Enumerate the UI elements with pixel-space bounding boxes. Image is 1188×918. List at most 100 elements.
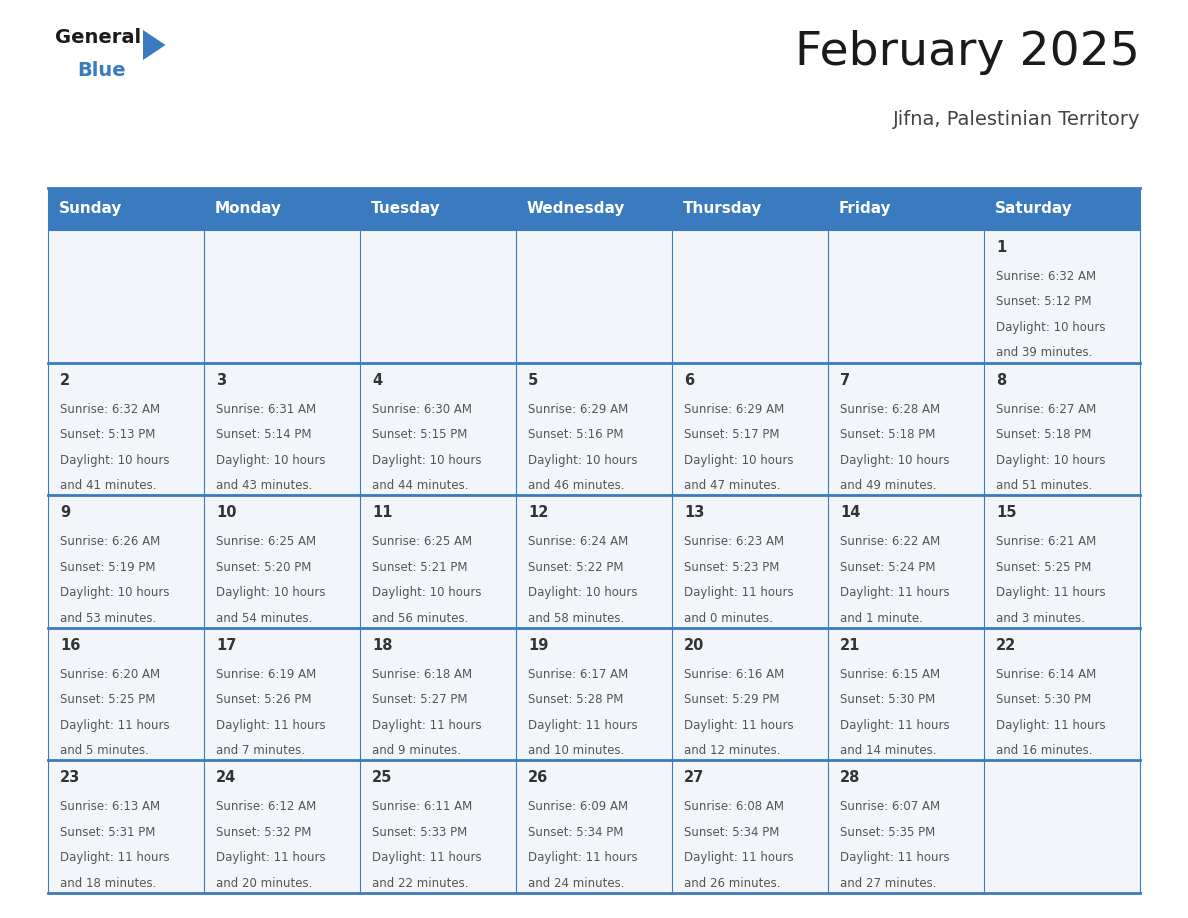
Text: 6: 6: [684, 373, 694, 387]
Text: February 2025: February 2025: [795, 30, 1140, 75]
Text: Daylight: 10 hours: Daylight: 10 hours: [996, 321, 1106, 334]
Text: Daylight: 11 hours: Daylight: 11 hours: [61, 719, 170, 732]
Text: Friday: Friday: [839, 201, 891, 217]
Bar: [360, 230, 516, 363]
Text: 5: 5: [527, 373, 538, 387]
Text: 22: 22: [996, 638, 1016, 653]
Bar: [204, 363, 360, 495]
Text: Sunset: 5:26 PM: Sunset: 5:26 PM: [216, 693, 311, 706]
Text: Daylight: 11 hours: Daylight: 11 hours: [684, 851, 794, 865]
Bar: [48, 628, 204, 760]
Text: Sunset: 5:25 PM: Sunset: 5:25 PM: [61, 693, 156, 706]
Text: Sunrise: 6:16 AM: Sunrise: 6:16 AM: [684, 667, 784, 681]
Text: 14: 14: [840, 505, 860, 521]
Text: Sunset: 5:21 PM: Sunset: 5:21 PM: [372, 561, 468, 574]
Text: Sunrise: 6:17 AM: Sunrise: 6:17 AM: [527, 667, 628, 681]
Bar: [48, 760, 204, 893]
Text: Daylight: 10 hours: Daylight: 10 hours: [216, 453, 326, 466]
Text: 18: 18: [372, 638, 392, 653]
Text: 23: 23: [61, 770, 81, 786]
Bar: [672, 363, 828, 495]
Bar: [672, 188, 828, 230]
Text: Sunrise: 6:21 AM: Sunrise: 6:21 AM: [996, 535, 1097, 548]
Text: Sunset: 5:32 PM: Sunset: 5:32 PM: [216, 826, 311, 839]
Text: Daylight: 11 hours: Daylight: 11 hours: [840, 587, 949, 599]
Text: Daylight: 10 hours: Daylight: 10 hours: [840, 453, 949, 466]
Text: Thursday: Thursday: [683, 201, 763, 217]
Text: 12: 12: [527, 505, 549, 521]
Text: 19: 19: [527, 638, 549, 653]
Text: Sunset: 5:14 PM: Sunset: 5:14 PM: [216, 428, 311, 442]
Text: Sunrise: 6:32 AM: Sunrise: 6:32 AM: [996, 270, 1097, 283]
Text: Sunrise: 6:20 AM: Sunrise: 6:20 AM: [61, 667, 160, 681]
Bar: [48, 188, 204, 230]
Text: Sunset: 5:17 PM: Sunset: 5:17 PM: [684, 428, 779, 442]
Text: and 9 minutes.: and 9 minutes.: [372, 744, 461, 757]
Text: 16: 16: [61, 638, 81, 653]
Text: Monday: Monday: [215, 201, 282, 217]
Text: 13: 13: [684, 505, 704, 521]
Bar: [516, 495, 672, 628]
Text: Sunrise: 6:15 AM: Sunrise: 6:15 AM: [840, 667, 940, 681]
Text: Sunset: 5:16 PM: Sunset: 5:16 PM: [527, 428, 624, 442]
Text: Sunset: 5:25 PM: Sunset: 5:25 PM: [996, 561, 1092, 574]
Text: 20: 20: [684, 638, 704, 653]
Text: Daylight: 10 hours: Daylight: 10 hours: [61, 453, 170, 466]
Polygon shape: [143, 30, 165, 60]
Text: Sunrise: 6:27 AM: Sunrise: 6:27 AM: [996, 403, 1097, 416]
Text: Sunrise: 6:22 AM: Sunrise: 6:22 AM: [840, 535, 940, 548]
Text: Daylight: 11 hours: Daylight: 11 hours: [684, 587, 794, 599]
Text: and 16 minutes.: and 16 minutes.: [996, 744, 1093, 757]
Bar: [672, 628, 828, 760]
Text: Sunrise: 6:09 AM: Sunrise: 6:09 AM: [527, 800, 628, 813]
Text: 17: 17: [216, 638, 236, 653]
Bar: [360, 628, 516, 760]
Text: 26: 26: [527, 770, 548, 786]
Bar: [828, 363, 984, 495]
Text: Daylight: 11 hours: Daylight: 11 hours: [372, 719, 481, 732]
Text: and 39 minutes.: and 39 minutes.: [996, 346, 1093, 360]
Text: Daylight: 11 hours: Daylight: 11 hours: [527, 719, 638, 732]
Text: Sunrise: 6:08 AM: Sunrise: 6:08 AM: [684, 800, 784, 813]
Text: and 46 minutes.: and 46 minutes.: [527, 479, 625, 492]
Bar: [828, 188, 984, 230]
Bar: [984, 495, 1140, 628]
Text: Sunrise: 6:32 AM: Sunrise: 6:32 AM: [61, 403, 160, 416]
Text: and 54 minutes.: and 54 minutes.: [216, 611, 312, 625]
Text: and 51 minutes.: and 51 minutes.: [996, 479, 1093, 492]
Text: Sunrise: 6:30 AM: Sunrise: 6:30 AM: [372, 403, 472, 416]
Text: Daylight: 11 hours: Daylight: 11 hours: [216, 851, 326, 865]
Text: Sunrise: 6:25 AM: Sunrise: 6:25 AM: [372, 535, 472, 548]
Text: Daylight: 10 hours: Daylight: 10 hours: [527, 587, 638, 599]
Bar: [984, 760, 1140, 893]
Text: 24: 24: [216, 770, 236, 786]
Bar: [828, 230, 984, 363]
Text: Sunset: 5:27 PM: Sunset: 5:27 PM: [372, 693, 468, 706]
Text: Sunset: 5:30 PM: Sunset: 5:30 PM: [996, 693, 1092, 706]
Text: Sunrise: 6:23 AM: Sunrise: 6:23 AM: [684, 535, 784, 548]
Bar: [516, 628, 672, 760]
Bar: [672, 495, 828, 628]
Text: and 1 minute.: and 1 minute.: [840, 611, 923, 625]
Text: 28: 28: [840, 770, 860, 786]
Text: and 56 minutes.: and 56 minutes.: [372, 611, 468, 625]
Text: Daylight: 10 hours: Daylight: 10 hours: [372, 587, 481, 599]
Text: 4: 4: [372, 373, 383, 387]
Text: Sunset: 5:23 PM: Sunset: 5:23 PM: [684, 561, 779, 574]
Text: Tuesday: Tuesday: [371, 201, 441, 217]
Text: Sunset: 5:33 PM: Sunset: 5:33 PM: [372, 826, 467, 839]
Text: and 18 minutes.: and 18 minutes.: [61, 877, 157, 890]
Text: Sunrise: 6:18 AM: Sunrise: 6:18 AM: [372, 667, 472, 681]
Bar: [360, 495, 516, 628]
Text: 2: 2: [61, 373, 70, 387]
Text: Sunset: 5:18 PM: Sunset: 5:18 PM: [996, 428, 1092, 442]
Text: Daylight: 10 hours: Daylight: 10 hours: [216, 587, 326, 599]
Text: 15: 15: [996, 505, 1017, 521]
Text: and 44 minutes.: and 44 minutes.: [372, 479, 468, 492]
Text: Sunrise: 6:28 AM: Sunrise: 6:28 AM: [840, 403, 940, 416]
Text: Sunrise: 6:19 AM: Sunrise: 6:19 AM: [216, 667, 316, 681]
Text: Daylight: 11 hours: Daylight: 11 hours: [684, 719, 794, 732]
Text: and 47 minutes.: and 47 minutes.: [684, 479, 781, 492]
Text: Daylight: 11 hours: Daylight: 11 hours: [61, 851, 170, 865]
Text: and 22 minutes.: and 22 minutes.: [372, 877, 468, 890]
